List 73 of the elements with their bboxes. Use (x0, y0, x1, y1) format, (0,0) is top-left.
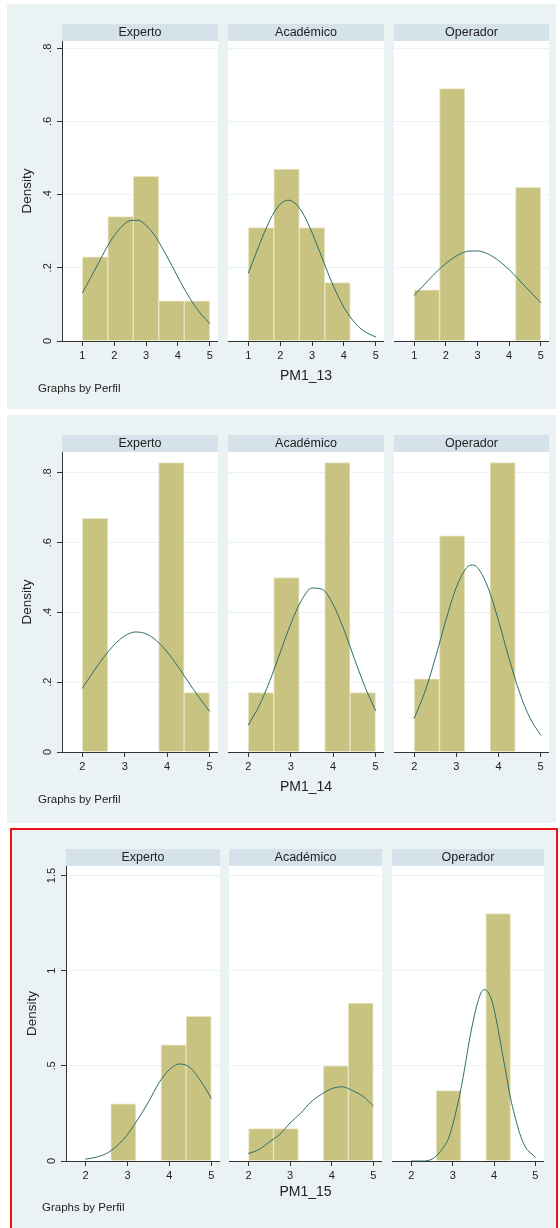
y-tick-label: .4 (41, 190, 54, 200)
x-tick-label: 2 (442, 348, 449, 361)
y-tick-label: .8 (41, 43, 54, 53)
y-tick-label: 1 (45, 967, 58, 974)
text: Graphs by Perfil (38, 382, 121, 395)
line-series (81, 631, 211, 712)
x-tick-label: 1 (79, 348, 86, 361)
y-tick-label: .6 (41, 116, 54, 127)
y-axis-title: Density (18, 579, 34, 625)
x-tick-label: 2 (245, 1168, 252, 1181)
chart-title: Académico (229, 849, 382, 866)
x-tick-label: 3 (287, 1168, 294, 1181)
x-axis-title: PM1_15 (279, 1182, 332, 1199)
x-tick-label: 2 (79, 759, 86, 772)
x-tick-label: 2 (245, 759, 252, 772)
y-tick-label: 0 (45, 1157, 58, 1165)
x-tick-label: 2 (111, 348, 118, 361)
x-tick-label: 4 (340, 348, 347, 361)
line-series (85, 1063, 212, 1160)
x-tick-label: 3 (121, 759, 128, 772)
x-tick-label: 5 (206, 759, 213, 772)
y-tick-label: .4 (41, 607, 54, 618)
x-axis-title: PM1_14 (279, 777, 333, 794)
y-axis-title: Density (23, 990, 39, 1037)
chart-title: Experto (66, 849, 220, 866)
x-tick-label: 3 (449, 1168, 456, 1181)
chart-title: Experto (62, 24, 218, 41)
x-tick-label: 4 (174, 348, 181, 361)
y-tick-label: 0 (41, 748, 54, 756)
x-tick-label: 3 (287, 759, 294, 772)
text: Graphs by Perfil (38, 793, 121, 806)
x-tick-label: 4 (164, 759, 171, 772)
x-tick-label: 4 (166, 1168, 173, 1181)
x-tick-label: 2 (277, 348, 284, 361)
x-tick-label: 4 (495, 759, 502, 772)
x-tick-label: 2 (411, 759, 418, 772)
chart-title: Experto (62, 435, 218, 452)
y-tick-label: .5 (45, 1061, 58, 1071)
chart-title: Operador (392, 849, 544, 866)
x-tick-label: 4 (506, 348, 513, 361)
x-tick-label: 3 (474, 348, 481, 361)
x-tick-label: 3 (124, 1168, 131, 1181)
x-tick-label: 1 (411, 348, 418, 361)
x-tick-label: 3 (453, 759, 460, 772)
x-tick-label: 1 (245, 348, 252, 361)
y-axis-title: Density (18, 168, 34, 214)
chart-title: Académico (228, 435, 384, 452)
y-tick-label: .2 (41, 677, 54, 687)
x-tick-label: 3 (142, 348, 150, 361)
y-tick-label: .2 (41, 263, 54, 273)
chart-title: Académico (228, 24, 384, 41)
chart-title: Operador (394, 435, 549, 452)
y-tick-label: .8 (41, 468, 54, 478)
x-tick-label: 2 (408, 1168, 415, 1181)
x-tick-label: 2 (82, 1168, 89, 1181)
x-tick-label: 5 (532, 1168, 539, 1181)
x-tick-label: 4 (328, 1168, 335, 1181)
x-tick-label: 4 (490, 1168, 498, 1181)
x-tick-label: 5 (537, 759, 544, 772)
x-tick-label: 5 (206, 348, 213, 361)
y-tick-label: .6 (41, 538, 54, 548)
x-tick-label: 5 (208, 1168, 215, 1181)
x-tick-label: 5 (372, 759, 379, 772)
x-tick-label: 4 (330, 759, 337, 772)
x-tick-label: 5 (370, 1168, 377, 1181)
chart-title: Operador (394, 24, 549, 41)
x-tick-label: 5 (537, 348, 544, 361)
y-tick-label: 1.5 (45, 867, 58, 884)
x-tick-label: 5 (372, 348, 379, 361)
x-axis-title: PM1_13 (279, 366, 333, 383)
x-tick-label: 3 (308, 348, 316, 361)
text: Graphs by Perfil (42, 1201, 125, 1214)
y-tick-label: 0 (41, 337, 54, 345)
